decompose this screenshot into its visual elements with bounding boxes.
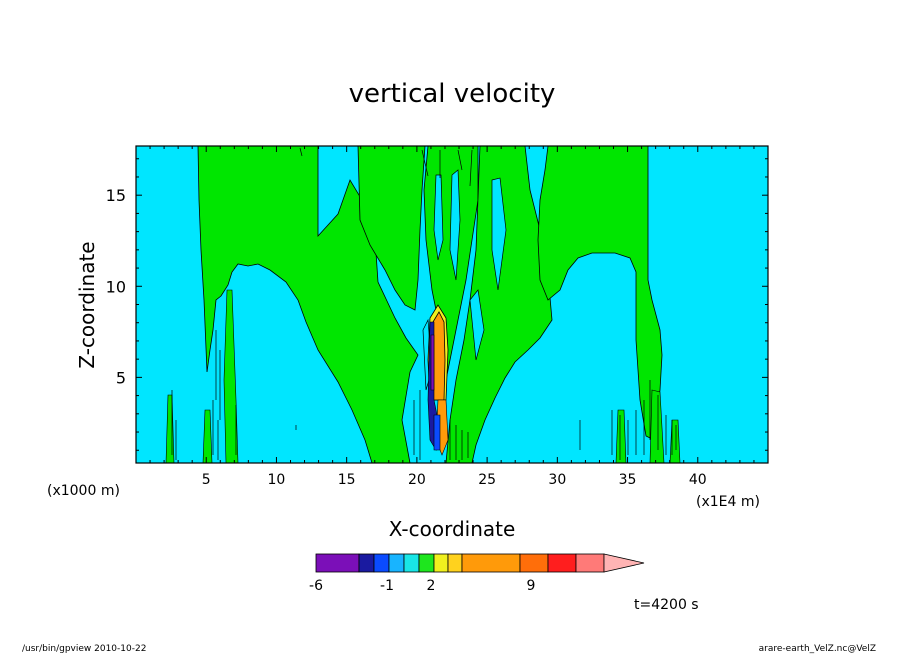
time-label: t=4200 s (634, 597, 699, 613)
x-tick-label: 40 (689, 472, 707, 488)
colorbar-arrow (603, 553, 645, 573)
colorbar-tick-label: 9 (527, 578, 536, 594)
x-tick-label: 20 (408, 472, 426, 488)
right-green-plume (537, 145, 663, 441)
colorbar-segment (461, 553, 521, 573)
plot-area (135, 145, 769, 464)
noise-center-1 (295, 390, 469, 460)
colorbar-segment (519, 553, 549, 573)
colorbar-segment (433, 553, 449, 573)
x-tick-label: 5 (202, 472, 211, 488)
colorbar-tick-label: -1 (380, 578, 394, 594)
colorbar-tick-label: -6 (309, 578, 323, 594)
colorbar-segment (403, 553, 420, 573)
x-tick-label: 25 (478, 472, 496, 488)
y-tick-label: 10 (106, 277, 126, 296)
purple-downdraft (430, 334, 435, 391)
x-tick-label: 30 (548, 472, 566, 488)
x-tick-label: 15 (338, 472, 356, 488)
footer-right: arare-earth_VelZ.nc@VelZ (759, 644, 876, 654)
cyan-hole-4 (469, 289, 485, 361)
x-axis-label: X-coordinate (389, 517, 516, 541)
x-unit-right-label: (x1E4 m) (696, 494, 760, 510)
y-axis-label: Z-coordinate (75, 241, 99, 368)
colorbar-segment (388, 553, 405, 573)
colorbar-labels: -6 -1 2 9 (309, 578, 535, 594)
colorbar-segment (315, 553, 360, 573)
colorbar-segment (575, 553, 605, 573)
noise-top (299, 147, 473, 187)
colorbar-segment (358, 553, 375, 573)
x-tick-label: 35 (619, 472, 637, 488)
colorbar-segment (547, 553, 577, 573)
x-axis: 5 10 15 20 25 30 35 40 (149, 146, 755, 488)
y-tick-label: 5 (116, 368, 126, 387)
cyan-hole-3 (491, 177, 507, 291)
green-streak-4 (615, 409, 627, 464)
y-tick-label: 15 (106, 186, 126, 205)
noise-left-1 (171, 330, 237, 460)
colorbar (315, 553, 645, 573)
negative-velocity-regions (422, 169, 507, 391)
colorbar-segment (373, 553, 390, 573)
contour-noise (171, 147, 677, 460)
x-tick-label: 10 (268, 472, 286, 488)
bottom-blue (433, 414, 441, 451)
colorbar-segment (447, 553, 463, 573)
noise-right-1 (579, 380, 677, 460)
x-unit-left-label: (x1000 m) (47, 483, 120, 499)
positive-velocity-regions (165, 145, 681, 464)
cyan-hole-2 (449, 169, 461, 281)
updraft-core (427, 304, 449, 456)
central-green-left (357, 145, 426, 311)
footer-left: /usr/bin/gpview 2010-10-22 (22, 644, 146, 654)
green-streak-6 (669, 419, 681, 464)
colorbar-tick-label: 2 (427, 578, 436, 594)
chart-title: vertical velocity (349, 79, 556, 109)
colorbar-segment (418, 553, 435, 573)
y-axis: 5 10 15 (106, 158, 768, 451)
